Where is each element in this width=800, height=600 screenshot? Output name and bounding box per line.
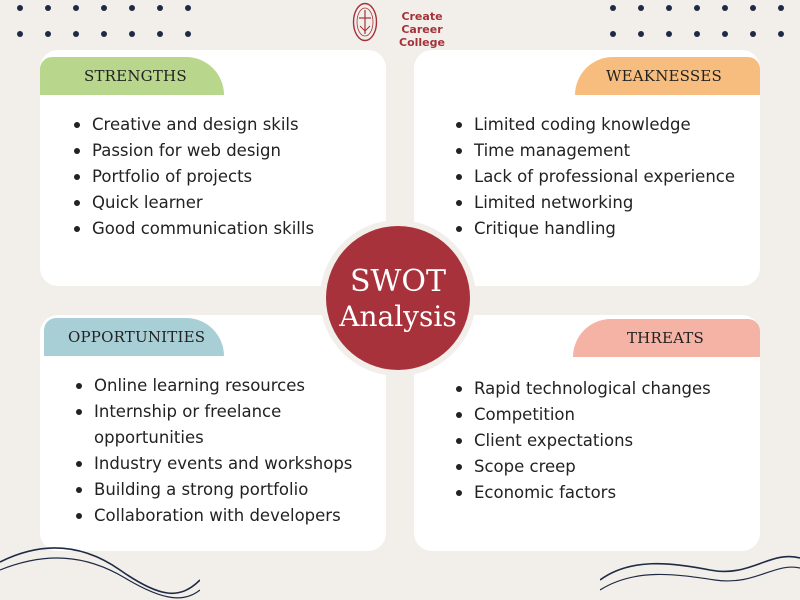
- center-title-line1: SWOT: [350, 264, 446, 299]
- college-seal-icon: [352, 2, 378, 42]
- list-item: Creative and design skils: [74, 112, 374, 138]
- brand-name: Create Career College: [399, 10, 445, 49]
- list-item: Critique handling: [456, 216, 756, 242]
- list-item: Good communication skills: [74, 216, 374, 242]
- list-item: Collaboration with developers: [76, 503, 366, 529]
- list-item: Economic factors: [456, 480, 746, 506]
- list-item: Limited coding knowledge: [456, 112, 756, 138]
- strengths-list: Creative and design skils Passion for we…: [74, 112, 374, 242]
- opportunities-heading: OPPORTUNITIES: [44, 318, 224, 356]
- list-item: Online learning resources: [76, 373, 366, 399]
- list-item: Limited networking: [456, 190, 756, 216]
- list-item: Lack of professional experience: [456, 164, 756, 190]
- swot-center-badge: SWOT Analysis: [320, 220, 476, 376]
- dot-pattern-top-right: [600, 0, 800, 40]
- list-item: Time management: [456, 138, 756, 164]
- list-item: Internship or freelance opportunities: [76, 399, 366, 451]
- list-item: Building a strong portfolio: [76, 477, 366, 503]
- list-item: Rapid technological changes: [456, 376, 746, 402]
- strengths-heading: STRENGTHS: [40, 57, 224, 95]
- center-title-line2: Analysis: [339, 300, 457, 333]
- list-item: Industry events and workshops: [76, 451, 366, 477]
- list-item: Scope creep: [456, 454, 746, 480]
- list-item: Passion for web design: [74, 138, 374, 164]
- college-logo: Create Career College: [352, 2, 462, 49]
- weaknesses-heading: WEAKNESSES: [575, 57, 760, 95]
- weaknesses-list: Limited coding knowledge Time management…: [456, 112, 756, 242]
- threats-list: Rapid technological changes Competition …: [456, 376, 746, 506]
- list-item: Quick learner: [74, 190, 374, 216]
- list-item: Client expectations: [456, 428, 746, 454]
- threats-heading: THREATS: [573, 319, 760, 357]
- opportunities-list: Online learning resources Internship or …: [76, 373, 366, 529]
- swot-circle: SWOT Analysis: [326, 226, 470, 370]
- wave-decoration-left: [0, 547, 200, 599]
- list-item: Portfolio of projects: [74, 164, 374, 190]
- list-item: Competition: [456, 402, 746, 428]
- dot-pattern-top-left: [0, 0, 200, 40]
- wave-decoration-right: [600, 555, 800, 591]
